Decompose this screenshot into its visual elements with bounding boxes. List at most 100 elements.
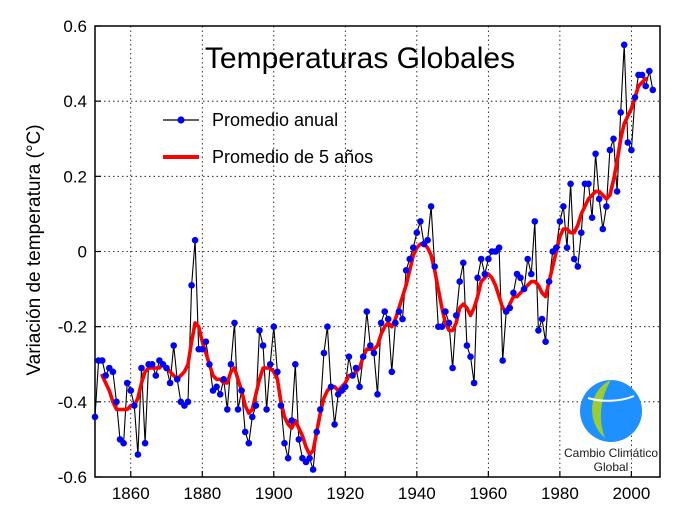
annual-data-point bbox=[309, 466, 317, 473]
annual-data-point bbox=[474, 274, 481, 282]
annual-data-point bbox=[252, 402, 260, 409]
annual-data-point bbox=[388, 368, 396, 376]
five-year-average-line bbox=[100, 76, 648, 457]
annual-data-point bbox=[588, 214, 596, 221]
annual-data-point bbox=[438, 323, 446, 331]
annual-data-point bbox=[563, 244, 571, 251]
annual-data-point bbox=[481, 270, 489, 278]
annual-data-point bbox=[485, 255, 492, 263]
annual-data-point bbox=[392, 319, 399, 327]
y-tick-label: 0 bbox=[78, 243, 87, 262]
x-tick-label: 1860 bbox=[112, 484, 150, 503]
annual-data-point bbox=[91, 413, 99, 421]
logo-text-line1: Cambio Climático bbox=[564, 446, 658, 460]
annual-data-point bbox=[184, 398, 192, 406]
annual-data-point bbox=[259, 342, 267, 349]
x-tick-label: 2000 bbox=[612, 484, 650, 503]
x-tick-label: 1920 bbox=[326, 484, 364, 503]
annual-data-point bbox=[227, 361, 235, 368]
annual-data-point bbox=[141, 439, 149, 447]
annual-data-point bbox=[234, 406, 242, 413]
annual-data-point bbox=[327, 383, 335, 391]
annual-data-point bbox=[553, 244, 560, 251]
x-tick-label: 1900 bbox=[255, 484, 293, 503]
legend-annual-label: Promedio anual bbox=[212, 110, 338, 130]
annual-data-point bbox=[578, 229, 585, 236]
annual-data-point bbox=[191, 236, 199, 244]
annual-data-point bbox=[266, 361, 274, 368]
annual-data-point bbox=[570, 255, 578, 263]
x-tick-label: 1940 bbox=[398, 484, 436, 503]
annual-data-point bbox=[510, 289, 517, 297]
annual-data-point bbox=[477, 255, 485, 263]
annual-data-point bbox=[620, 41, 628, 49]
annual-data-point bbox=[445, 319, 453, 327]
annual-data-point bbox=[649, 86, 657, 94]
annual-data-point bbox=[499, 357, 507, 364]
annual-data-point bbox=[452, 312, 460, 319]
annual-data-point bbox=[384, 315, 392, 323]
annual-data-point bbox=[359, 353, 367, 361]
plot-frame bbox=[94, 25, 661, 478]
annual-data-point bbox=[292, 361, 299, 368]
annual-data-point bbox=[123, 379, 131, 387]
annual-data-point bbox=[317, 406, 324, 413]
annual-data-point bbox=[113, 398, 120, 406]
logo: Cambio Climático Global bbox=[564, 380, 658, 474]
annual-data-point bbox=[431, 263, 439, 270]
annual-data-point bbox=[638, 71, 646, 79]
annual-data-point bbox=[199, 345, 206, 353]
annual-data-point bbox=[535, 327, 542, 334]
annual-data-point bbox=[109, 368, 117, 376]
annual-data-point bbox=[295, 436, 303, 443]
annual-data-point bbox=[102, 372, 109, 379]
annual-data-point bbox=[545, 278, 553, 285]
annual-data-point bbox=[424, 236, 431, 244]
chart-title: Temperaturas Globales bbox=[205, 42, 515, 75]
annual-data-point bbox=[356, 383, 363, 391]
annual-data-point bbox=[592, 150, 599, 158]
annual-data-point bbox=[517, 274, 524, 282]
annual-data-point bbox=[120, 439, 127, 447]
annual-data-point bbox=[617, 109, 624, 116]
annual-data-point bbox=[245, 439, 253, 447]
annual-data-point bbox=[460, 259, 467, 267]
annual-data-point bbox=[631, 94, 639, 101]
annual-data-point bbox=[599, 225, 607, 233]
annual-data-point bbox=[413, 229, 421, 236]
y-tick-label: 0.2 bbox=[63, 167, 87, 186]
annual-data-point bbox=[98, 357, 106, 364]
annual-data-point bbox=[306, 454, 313, 462]
y-tick-label: 0.6 bbox=[63, 17, 87, 36]
annual-data-point bbox=[281, 439, 288, 447]
x-tick-label: 1880 bbox=[183, 484, 221, 503]
annual-data-point bbox=[131, 402, 138, 409]
annual-data-point bbox=[241, 428, 249, 436]
annual-data-point bbox=[263, 406, 270, 413]
annual-data-point bbox=[556, 218, 564, 225]
annual-data-point bbox=[417, 218, 424, 225]
annual-data-point bbox=[613, 188, 621, 195]
annual-data-point bbox=[399, 315, 406, 323]
annual-data-point bbox=[449, 364, 456, 372]
y-tick-label: -0.6 bbox=[58, 468, 87, 487]
annual-data-point bbox=[374, 391, 381, 398]
legend-annual-marker bbox=[177, 116, 185, 124]
annual-data-point bbox=[331, 421, 338, 428]
annual-data-point bbox=[595, 195, 603, 203]
annual-data-point bbox=[288, 417, 296, 424]
annual-data-point bbox=[220, 376, 227, 383]
annual-data-point bbox=[467, 353, 474, 361]
annual-data-point bbox=[127, 387, 135, 394]
annual-data-point bbox=[531, 218, 539, 225]
annual-data-point bbox=[624, 139, 632, 146]
annual-data-point bbox=[538, 315, 546, 323]
annual-data-point bbox=[363, 308, 371, 315]
annual-data-point bbox=[342, 383, 349, 391]
annual-data-point bbox=[138, 364, 145, 372]
annual-data-point bbox=[152, 372, 160, 379]
series-layer bbox=[91, 41, 657, 473]
annual-data-point bbox=[202, 338, 210, 346]
legend: Promedio anual Promedio de 5 años bbox=[163, 110, 373, 167]
x-tick-label: 1980 bbox=[541, 484, 579, 503]
